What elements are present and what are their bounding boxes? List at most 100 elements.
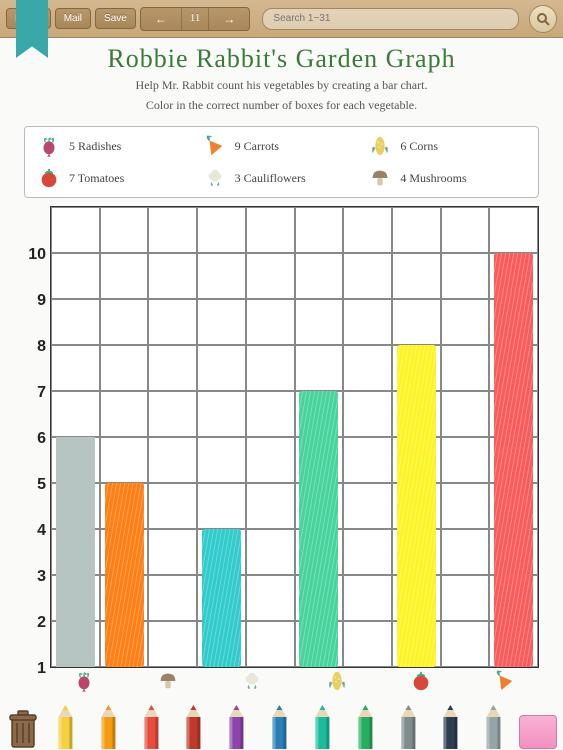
grid-cell[interactable] xyxy=(441,253,490,299)
grid-cell[interactable] xyxy=(197,437,246,483)
grid-cell[interactable] xyxy=(51,621,100,667)
grid-cell[interactable] xyxy=(343,253,392,299)
pencil-tool[interactable] xyxy=(87,705,130,749)
grid-cell[interactable] xyxy=(100,575,149,621)
pencil-tool[interactable] xyxy=(215,705,258,749)
grid-cell[interactable] xyxy=(51,437,100,483)
grid-cell[interactable] xyxy=(343,575,392,621)
grid-cell[interactable] xyxy=(441,207,490,253)
grid-cell[interactable] xyxy=(100,391,149,437)
grid-cell[interactable] xyxy=(197,483,246,529)
grid-cell[interactable] xyxy=(489,529,538,575)
grid-cell[interactable] xyxy=(148,345,197,391)
grid-cell[interactable] xyxy=(51,391,100,437)
grid-cell[interactable] xyxy=(148,529,197,575)
grid-cell[interactable] xyxy=(100,621,149,667)
grid-cell[interactable] xyxy=(295,483,344,529)
pencil-tool[interactable] xyxy=(301,705,344,749)
next-page-button[interactable]: → xyxy=(209,8,249,30)
prev-page-button[interactable]: ← xyxy=(141,8,182,30)
grid-cell[interactable] xyxy=(197,253,246,299)
grid-cell[interactable] xyxy=(197,391,246,437)
pencil-tool[interactable] xyxy=(172,705,215,749)
grid-cell[interactable] xyxy=(51,529,100,575)
grid-cell[interactable] xyxy=(392,483,441,529)
grid-cell[interactable] xyxy=(295,529,344,575)
pencil-tool[interactable] xyxy=(130,705,173,749)
trash-button[interactable] xyxy=(6,709,40,749)
mail-button[interactable]: Mail xyxy=(55,8,91,29)
grid-cell[interactable] xyxy=(441,345,490,391)
pencil-tool[interactable] xyxy=(258,705,301,749)
grid-cell[interactable] xyxy=(148,299,197,345)
pencil-tool[interactable] xyxy=(387,705,430,749)
grid-cell[interactable] xyxy=(246,391,295,437)
grid-cell[interactable] xyxy=(246,575,295,621)
grid-cell[interactable] xyxy=(343,345,392,391)
grid-cell[interactable] xyxy=(343,391,392,437)
grid-cell[interactable] xyxy=(246,207,295,253)
grid-cell[interactable] xyxy=(489,299,538,345)
search-button[interactable] xyxy=(529,5,557,33)
grid-cell[interactable] xyxy=(51,207,100,253)
grid-cell[interactable] xyxy=(246,253,295,299)
grid-cell[interactable] xyxy=(51,299,100,345)
grid-cell[interactable] xyxy=(148,621,197,667)
grid-cell[interactable] xyxy=(489,437,538,483)
grid-cell[interactable] xyxy=(441,575,490,621)
grid-cell[interactable] xyxy=(392,299,441,345)
grid-cell[interactable] xyxy=(197,345,246,391)
grid-cell[interactable] xyxy=(295,253,344,299)
grid-cell[interactable] xyxy=(148,437,197,483)
grid-cell[interactable] xyxy=(343,483,392,529)
grid-cell[interactable] xyxy=(148,391,197,437)
grid-cell[interactable] xyxy=(197,207,246,253)
grid-cell[interactable] xyxy=(343,529,392,575)
pencil-tool[interactable] xyxy=(429,705,472,749)
grid-cell[interactable] xyxy=(489,253,538,299)
grid-cell[interactable] xyxy=(295,437,344,483)
grid-cell[interactable] xyxy=(148,253,197,299)
save-button[interactable]: Save xyxy=(95,8,136,29)
grid-cell[interactable] xyxy=(343,299,392,345)
grid-cell[interactable] xyxy=(489,391,538,437)
grid-cell[interactable] xyxy=(392,345,441,391)
grid-cell[interactable] xyxy=(392,391,441,437)
grid-cell[interactable] xyxy=(51,483,100,529)
grid-cell[interactable] xyxy=(100,529,149,575)
grid-cell[interactable] xyxy=(100,207,149,253)
grid-cell[interactable] xyxy=(392,621,441,667)
pencil-tool[interactable] xyxy=(44,705,87,749)
grid-cell[interactable] xyxy=(148,483,197,529)
grid-cell[interactable] xyxy=(197,529,246,575)
grid-cell[interactable] xyxy=(441,621,490,667)
pencil-tool[interactable] xyxy=(472,705,515,749)
grid-cell[interactable] xyxy=(51,345,100,391)
grid-cell[interactable] xyxy=(148,575,197,621)
grid-cell[interactable] xyxy=(392,253,441,299)
grid-cell[interactable] xyxy=(392,207,441,253)
grid-cell[interactable] xyxy=(197,575,246,621)
grid-cell[interactable] xyxy=(246,529,295,575)
grid-cell[interactable] xyxy=(489,621,538,667)
grid-cell[interactable] xyxy=(246,621,295,667)
grid-cell[interactable] xyxy=(295,391,344,437)
grid-cell[interactable] xyxy=(51,253,100,299)
grid-cell[interactable] xyxy=(489,575,538,621)
search-input[interactable] xyxy=(262,8,519,30)
grid-cell[interactable] xyxy=(392,529,441,575)
grid-cell[interactable] xyxy=(489,345,538,391)
grid-cell[interactable] xyxy=(343,207,392,253)
grid-cell[interactable] xyxy=(100,299,149,345)
pencil-tool[interactable] xyxy=(344,705,387,749)
grid-cell[interactable] xyxy=(295,345,344,391)
grid-cell[interactable] xyxy=(295,299,344,345)
grid-cell[interactable] xyxy=(489,483,538,529)
grid-cell[interactable] xyxy=(392,437,441,483)
grid-cell[interactable] xyxy=(441,529,490,575)
grid-cell[interactable] xyxy=(100,483,149,529)
grid-cell[interactable] xyxy=(441,437,490,483)
grid-cell[interactable] xyxy=(441,391,490,437)
grid-cell[interactable] xyxy=(295,207,344,253)
grid-cell[interactable] xyxy=(197,621,246,667)
